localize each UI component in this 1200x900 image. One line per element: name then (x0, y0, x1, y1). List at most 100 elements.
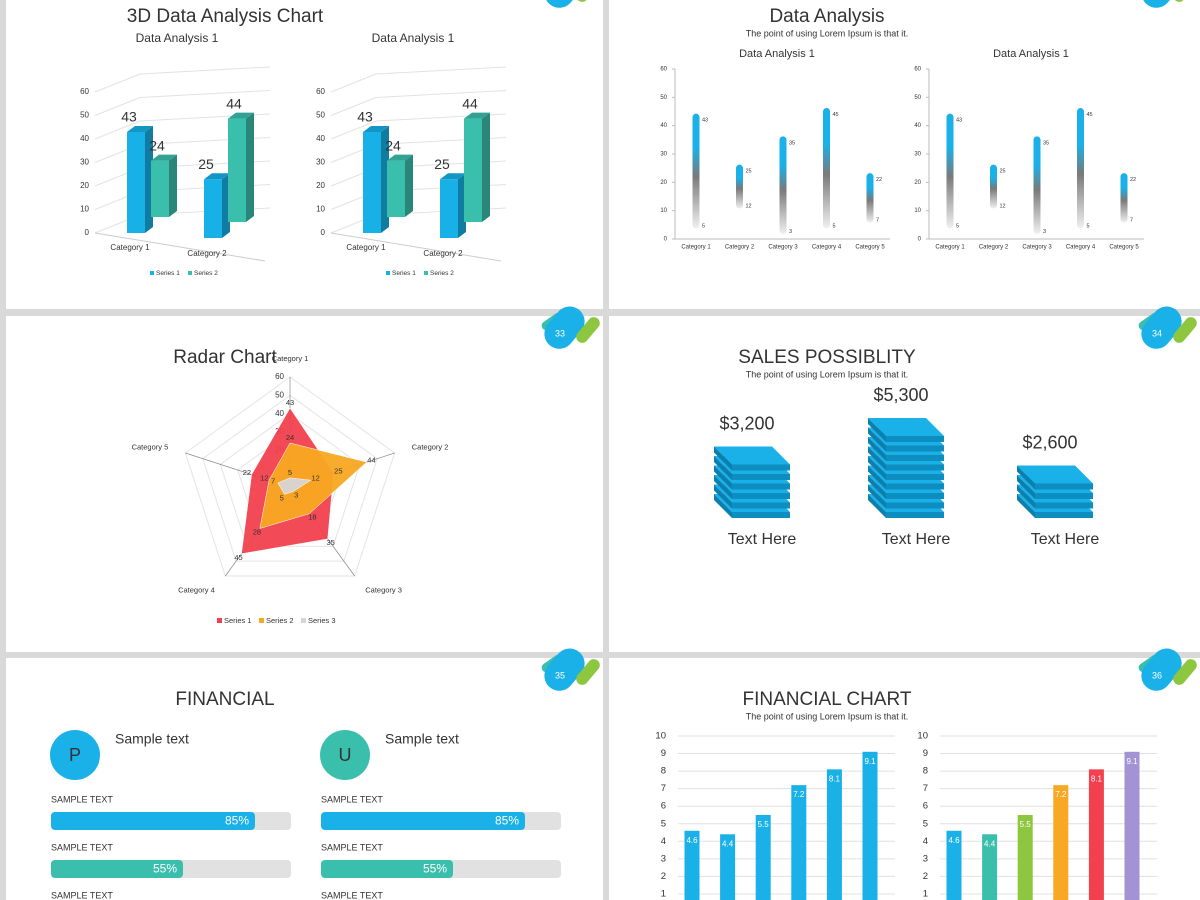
deco-blue (1141, 306, 1182, 349)
bar-side (169, 154, 177, 217)
legend-label: Series 1 (392, 270, 416, 277)
layer-side (714, 465, 732, 490)
y-tick-label: 8 (661, 766, 666, 777)
deco-green (1173, 317, 1197, 343)
x-tick-label: Category 1 (346, 243, 386, 252)
bar-label: SAMPLE TEXT (321, 842, 383, 852)
legend-swatch (259, 618, 264, 623)
layer-side (868, 446, 886, 471)
high-label: 45 (833, 112, 839, 118)
bar-top (228, 112, 254, 119)
data-label: 9.1 (1126, 757, 1138, 766)
range-bar (1120, 173, 1128, 223)
data-label: 43 (286, 398, 294, 407)
y-tick-label: 0 (918, 237, 922, 243)
slide-title: 3D Data Analysis Chart (127, 6, 324, 27)
item-heading: Text Here (882, 531, 951, 548)
range-bar (779, 136, 787, 234)
low-label: 7 (1130, 218, 1133, 224)
bar-front (228, 118, 246, 222)
data-label: 7.2 (1055, 790, 1067, 799)
data-label: 22 (243, 468, 251, 477)
slide-title: SALES POSSIBLITY (738, 347, 916, 368)
slide-number: 33 (555, 328, 565, 338)
low-label: 5 (956, 223, 959, 229)
item-heading: Text Here (1031, 531, 1100, 548)
layer-side (868, 456, 886, 480)
y-tick-label: 2 (923, 871, 928, 882)
layer-front (886, 474, 944, 480)
slide (6, 0, 603, 309)
data-label: 44 (226, 95, 242, 111)
layer-front (886, 445, 944, 452)
y-tick-label: 30 (914, 152, 921, 158)
y-tick-label: 0 (85, 228, 90, 237)
amount: $5,300 (873, 385, 928, 405)
data-label: 9.1 (864, 757, 876, 766)
amount: $2,600 (1022, 432, 1077, 452)
y-tick-label: 5 (661, 818, 666, 829)
category-label: Category 2 (412, 442, 449, 451)
radar-area (259, 442, 368, 529)
layer-front (732, 483, 790, 490)
slide-title: Data Analysis (769, 6, 884, 27)
data-label: 44 (367, 456, 375, 465)
y-tick-label: 50 (660, 95, 667, 101)
layer-top (1017, 465, 1093, 484)
data-label: 18 (308, 513, 316, 522)
x-tick-label: Category 2 (187, 249, 227, 258)
legend-label: Series 1 (156, 270, 180, 277)
layer-side (1017, 475, 1035, 499)
bar-top (387, 154, 413, 161)
data-label: 45 (234, 553, 242, 562)
slide-number: 35 (555, 670, 565, 680)
bar-label: SAMPLE TEXT (51, 890, 113, 900)
layer-front (886, 464, 944, 471)
legend-label: Series 1 (224, 616, 252, 625)
data-label: 35 (326, 538, 334, 547)
bar-front (440, 179, 458, 238)
bar-top (464, 112, 490, 119)
deco-blue (1141, 648, 1182, 691)
bar-front (151, 160, 169, 217)
legend-swatch (150, 271, 154, 275)
x-tick-label: Category 3 (1022, 245, 1052, 251)
y-tick-label: 10 (914, 208, 921, 214)
deco-green (576, 317, 600, 343)
category-label: Category 4 (178, 586, 215, 595)
high-label: 25 (1000, 169, 1006, 175)
legend-swatch (424, 271, 428, 275)
y-tick-label: 30 (80, 158, 89, 167)
range-bar (1077, 108, 1084, 229)
legend-swatch (217, 618, 222, 623)
y-tick-label: 10 (917, 731, 928, 742)
y-tick-label: 30 (316, 158, 325, 167)
high-label: 35 (789, 140, 795, 146)
layer-side (868, 427, 886, 452)
high-label: 43 (956, 118, 962, 124)
slide-title: FINANCIAL (175, 689, 274, 710)
slide-title: FINANCIAL CHART (743, 689, 912, 710)
data-label: 4.4 (984, 839, 996, 848)
chart-title: Data Analysis 1 (739, 48, 815, 60)
bar-side (482, 112, 490, 222)
bar (204, 173, 230, 238)
grid-ring (184, 376, 396, 577)
chart-title: Data Analysis 1 (372, 31, 455, 45)
y-tick-label: 7 (661, 783, 666, 794)
layer-top (714, 446, 790, 465)
x-tick-label: Category 2 (423, 249, 463, 258)
data-label: 5.5 (758, 820, 770, 829)
data-label: 5 (288, 468, 292, 477)
amount: $3,200 (719, 413, 774, 433)
layer-side (714, 446, 732, 471)
deco-green (1173, 659, 1197, 685)
slide (6, 658, 603, 900)
slide-number: 36 (1152, 670, 1162, 680)
data-label: 25 (334, 466, 342, 475)
legend-label: Series 2 (266, 616, 294, 625)
layer-front (886, 512, 944, 518)
y-tick-label: 40 (80, 134, 89, 143)
